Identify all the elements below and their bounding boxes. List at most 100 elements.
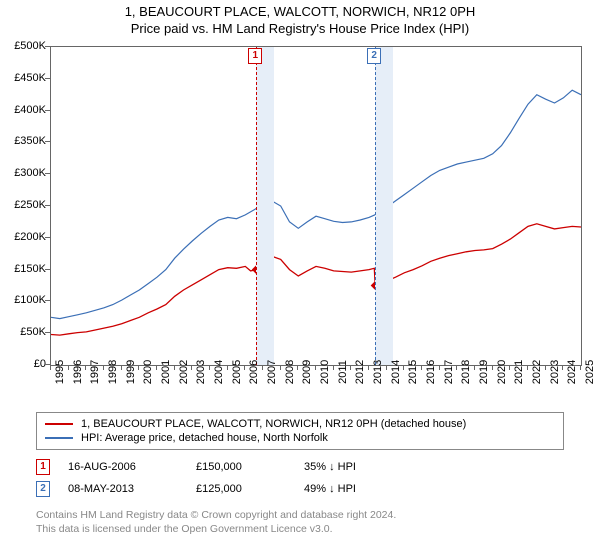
sale-price: £150,000 (196, 461, 286, 473)
hpi-band (256, 47, 274, 365)
x-tick (386, 365, 387, 370)
x-tick-label: 2011 (337, 360, 349, 384)
chart-title: 1, BEAUCOURT PLACE, WALCOTT, NORWICH, NR… (0, 4, 600, 19)
footer-line-1: Contains HM Land Registry data © Crown c… (36, 508, 564, 522)
y-tick (45, 269, 50, 270)
hpi-band (375, 47, 393, 365)
x-tick-label: 1996 (72, 360, 84, 384)
x-tick-label: 2016 (425, 360, 437, 384)
y-tick (45, 141, 50, 142)
sales-table: 1 16-AUG-2006 £150,000 35% ↓ HPI 2 08-MAY-201… (36, 456, 564, 500)
legend: 1, BEAUCOURT PLACE, WALCOTT, NORWICH, NR… (36, 412, 564, 450)
x-tick-label: 2017 (443, 360, 455, 384)
sale-row: 1 16-AUG-2006 £150,000 35% ↓ HPI (36, 456, 564, 478)
y-tick-label: £50K (2, 326, 46, 338)
x-tick-label: 2014 (390, 360, 402, 384)
sale-vline (256, 47, 257, 365)
x-tick-label: 2010 (319, 360, 331, 384)
x-tick (439, 365, 440, 370)
x-tick-label: 2009 (301, 360, 313, 384)
x-tick-label: 2024 (566, 360, 578, 384)
x-tick (227, 365, 228, 370)
x-tick (333, 365, 334, 370)
x-tick (209, 365, 210, 370)
x-tick (191, 365, 192, 370)
x-tick (103, 365, 104, 370)
sale-marker-2: 2 (367, 48, 381, 64)
plot-area (50, 46, 582, 366)
x-tick-label: 2021 (513, 360, 525, 384)
x-tick-label: 2000 (142, 360, 154, 384)
footer: Contains HM Land Registry data © Crown c… (36, 508, 564, 536)
legend-row: HPI: Average price, detached house, Nort… (45, 431, 555, 445)
x-tick-label: 2019 (478, 360, 490, 384)
x-tick (580, 365, 581, 370)
sale-price: £125,000 (196, 483, 286, 495)
plot-outer: 1 2 £0 £50K £100K £150K £200K £250K £300K £350K £4… (0, 42, 600, 410)
y-tick-label: £400K (2, 104, 46, 116)
chart-container: 1, BEAUCOURT PLACE, WALCOTT, NORWICH, NR… (0, 4, 600, 536)
series-property (51, 224, 581, 335)
x-tick (174, 365, 175, 370)
x-tick-label: 2025 (584, 360, 596, 384)
x-tick (403, 365, 404, 370)
y-tick (45, 332, 50, 333)
x-tick (121, 365, 122, 370)
y-tick-label: £0 (2, 358, 46, 370)
x-tick (297, 365, 298, 370)
x-tick-label: 2003 (195, 360, 207, 384)
y-tick (45, 205, 50, 206)
x-tick (244, 365, 245, 370)
y-tick (45, 46, 50, 47)
footer-line-2: This data is licensed under the Open Gov… (36, 522, 564, 536)
x-tick (456, 365, 457, 370)
x-tick (527, 365, 528, 370)
sale-marker-box: 1 (36, 459, 50, 475)
sale-marker-1: 1 (248, 48, 262, 64)
y-tick-label: £200K (2, 231, 46, 243)
y-tick (45, 237, 50, 238)
x-tick-label: 2012 (354, 360, 366, 384)
sale-date: 08-MAY-2013 (68, 483, 178, 495)
sale-marker-box: 2 (36, 481, 50, 497)
y-tick (45, 300, 50, 301)
y-tick (45, 173, 50, 174)
chart-subtitle: Price paid vs. HM Land Registry's House … (0, 21, 600, 36)
y-tick (45, 78, 50, 79)
sale-pct: 35% ↓ HPI (304, 461, 384, 473)
x-tick-label: 2023 (549, 360, 561, 384)
y-tick-label: £100K (2, 294, 46, 306)
sale-pct: 49% ↓ HPI (304, 483, 384, 495)
x-tick-label: 2013 (372, 360, 384, 384)
sale-vline (375, 47, 376, 365)
x-tick-label: 1997 (89, 360, 101, 384)
x-tick (474, 365, 475, 370)
x-tick-label: 2001 (160, 360, 172, 384)
y-tick-label: £150K (2, 263, 46, 275)
y-tick-label: £350K (2, 135, 46, 147)
x-tick (368, 365, 369, 370)
x-tick-label: 1998 (107, 360, 119, 384)
legend-row: 1, BEAUCOURT PLACE, WALCOTT, NORWICH, NR… (45, 417, 555, 431)
x-tick-label: 1999 (125, 360, 137, 384)
y-tick-label: £450K (2, 72, 46, 84)
x-tick-label: 1995 (54, 360, 66, 384)
x-tick (492, 365, 493, 370)
legend-label: HPI: Average price, detached house, Nort… (81, 432, 328, 444)
sale-date: 16-AUG-2006 (68, 461, 178, 473)
x-tick (280, 365, 281, 370)
line-layer (51, 47, 581, 365)
x-tick (315, 365, 316, 370)
x-tick-label: 2008 (284, 360, 296, 384)
x-tick-label: 2002 (178, 360, 190, 384)
series-hpi (51, 90, 581, 318)
x-tick (68, 365, 69, 370)
legend-swatch (45, 423, 73, 425)
y-tick-label: £300K (2, 167, 46, 179)
x-tick (50, 365, 51, 370)
sale-row: 2 08-MAY-2013 £125,000 49% ↓ HPI (36, 478, 564, 500)
x-tick (138, 365, 139, 370)
y-tick-label: £250K (2, 199, 46, 211)
x-tick-label: 2004 (213, 360, 225, 384)
x-tick-label: 2022 (531, 360, 543, 384)
